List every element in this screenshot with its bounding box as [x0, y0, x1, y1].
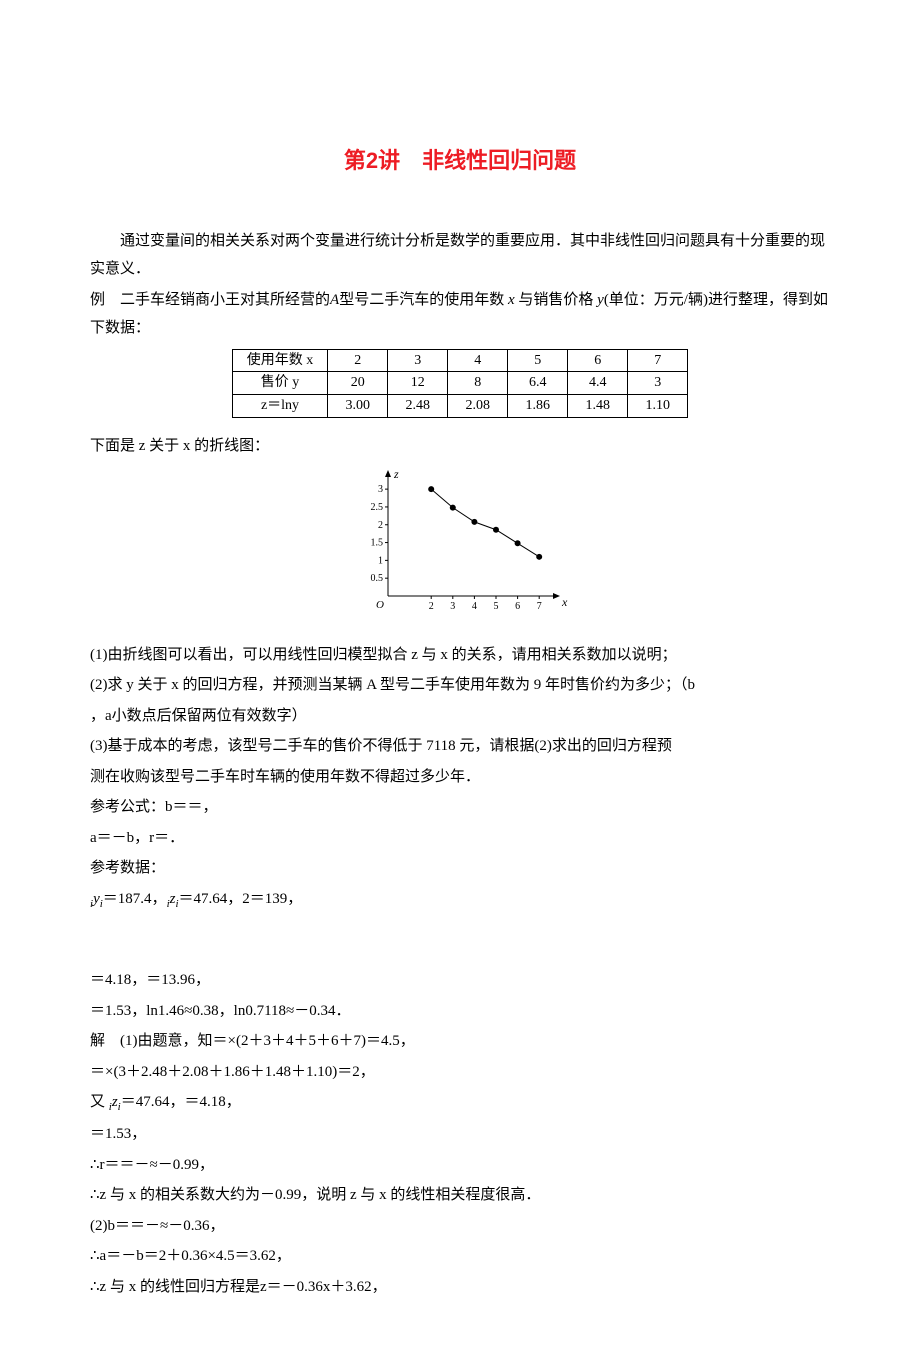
example-lead: 例 二手车经销商小王对其所经营的 — [90, 292, 330, 308]
svg-text:2: 2 — [429, 601, 434, 612]
sol3-a: 又 — [90, 1094, 109, 1110]
table-cell: 8 — [448, 372, 508, 395]
ref-data-2: ＝4.18，＝13.96， — [90, 966, 830, 995]
table-row: 使用年数 x 2 3 4 5 6 7 — [232, 349, 688, 372]
table-cell: 1.10 — [628, 394, 688, 417]
solution-6: ∴z 与 x 的相关系数大约为－0.99，说明 z 与 x 的线性相关程度很高． — [90, 1181, 830, 1210]
ref-formula-2: a＝－b，r＝． — [90, 824, 830, 853]
solution-9: ∴z 与 x 的线性回归方程是z＝－0.36x＋3.62， — [90, 1273, 830, 1302]
table-cell: 4 — [448, 349, 508, 372]
solution-1: 解 (1)由题意，知＝×(2＋3＋4＋5＋6＋7)＝4.5， — [90, 1027, 830, 1056]
solution-7: (2)b＝＝－≈－0.36， — [90, 1212, 830, 1241]
svg-text:O: O — [376, 599, 384, 611]
table-cell: 1.86 — [508, 394, 568, 417]
row-header-y: 售价 y — [232, 372, 328, 395]
question-2-a: (2)求 y 关于 x 的回归方程，并预测当某辆 A 型号二手车使用年数为 9 … — [90, 671, 830, 700]
ref-data-1d: ＝47.64，2＝139， — [179, 891, 303, 907]
svg-text:z: z — [393, 468, 399, 481]
chart-intro: 下面是 z 关于 x 的折线图： — [90, 432, 830, 461]
table-cell: 12 — [388, 372, 448, 395]
solution-8: ∴a＝－b＝2＋0.36×4.5＝3.62， — [90, 1242, 830, 1271]
svg-text:0.5: 0.5 — [371, 573, 384, 584]
example-statement: 例 二手车经销商小王对其所经营的A型号二手汽车的使用年数 x 与销售价格 y(单… — [90, 286, 830, 343]
ref-data-label: 参考数据： — [90, 854, 830, 883]
example-mid1: 型号二手汽车的使用年数 — [339, 292, 504, 308]
ref-data-1: iyi＝187.4，izi＝47.64，2＝139， — [90, 885, 830, 915]
var-A: A — [330, 292, 339, 308]
ref-data-3: ＝1.53，ln1.46≈0.38，ln0.7118≈－0.34． — [90, 997, 830, 1026]
svg-text:1: 1 — [378, 555, 383, 566]
table-cell: 1.48 — [568, 394, 628, 417]
example-mid2: 与销售价格 — [518, 292, 593, 308]
svg-text:2: 2 — [378, 520, 383, 531]
chart-container: 0.5 1 1.5 2 2.5 3 2 3 4 5 6 7 Ox z — [90, 468, 830, 629]
row2-label: 售价 y — [261, 375, 300, 390]
table-cell: 2 — [328, 349, 388, 372]
lecture-title: 第2讲 非线性回归问题 — [90, 140, 830, 182]
question-3-a: (3)基于成本的考虑，该型号二手车的售价不得低于 7118 元，请根据(2)求出… — [90, 732, 830, 761]
svg-text:6: 6 — [515, 601, 520, 612]
svg-text:4: 4 — [472, 601, 477, 612]
table-cell: 7 — [628, 349, 688, 372]
solution-4: ＝1.53， — [90, 1120, 830, 1149]
intro-paragraph: 通过变量间的相关关系对两个变量进行统计分析是数学的重要应用．其中非线性回归问题具… — [90, 227, 830, 284]
question-3-b: 测在收购该型号二手车时车辆的使用年数不得超过多少年． — [90, 763, 830, 792]
svg-text:7: 7 — [537, 601, 542, 612]
table-row: z＝lny 3.00 2.48 2.08 1.86 1.48 1.10 — [232, 394, 688, 417]
row-header-x: 使用年数 x — [232, 349, 328, 372]
table-cell: 3.00 — [328, 394, 388, 417]
sol3-c: ＝47.64，＝4.18， — [121, 1094, 241, 1110]
table-cell: 20 — [328, 372, 388, 395]
var-y: y — [597, 292, 604, 308]
row-header-z: z＝lny — [232, 394, 328, 417]
table-cell: 3 — [388, 349, 448, 372]
question-2-b: ，a小数点后保留两位有效数字） — [90, 702, 830, 731]
data-table: 使用年数 x 2 3 4 5 6 7 售价 y 20 12 8 6.4 4.4 … — [232, 349, 689, 418]
svg-text:1.5: 1.5 — [371, 538, 384, 549]
table-cell: 4.4 — [568, 372, 628, 395]
question-1: (1)由折线图可以看出，可以用线性回归模型拟合 z 与 x 的关系，请用相关系数… — [90, 641, 830, 670]
svg-text:x: x — [561, 595, 568, 609]
row3-label: z＝lny — [261, 398, 299, 413]
solution-2: ＝×(3＋2.48＋2.08＋1.86＋1.48＋1.10)＝2， — [90, 1058, 830, 1087]
table-cell: 2.08 — [448, 394, 508, 417]
table-row: 售价 y 20 12 8 6.4 4.4 3 — [232, 372, 688, 395]
ref-data-1b: ＝187.4， — [103, 891, 167, 907]
solution-3: 又 izi＝47.64，＝4.18， — [90, 1088, 830, 1118]
svg-text:2.5: 2.5 — [371, 502, 384, 513]
table-cell: 2.48 — [388, 394, 448, 417]
table-cell: 5 — [508, 349, 568, 372]
table-cell: 3 — [628, 372, 688, 395]
svg-text:3: 3 — [450, 601, 455, 612]
line-chart: 0.5 1 1.5 2 2.5 3 2 3 4 5 6 7 Ox z — [350, 468, 570, 618]
table-cell: 6 — [568, 349, 628, 372]
spacer — [90, 916, 830, 966]
ref-formula-label: 参考公式：b＝＝， — [90, 793, 830, 822]
var-x: x — [508, 292, 515, 308]
var-y-sub: y — [93, 891, 100, 907]
svg-text:5: 5 — [494, 601, 499, 612]
solution-5: ∴r＝＝－≈－0.99， — [90, 1151, 830, 1180]
svg-text:3: 3 — [378, 484, 383, 495]
table-cell: 6.4 — [508, 372, 568, 395]
row1-label: 使用年数 x — [247, 353, 314, 368]
